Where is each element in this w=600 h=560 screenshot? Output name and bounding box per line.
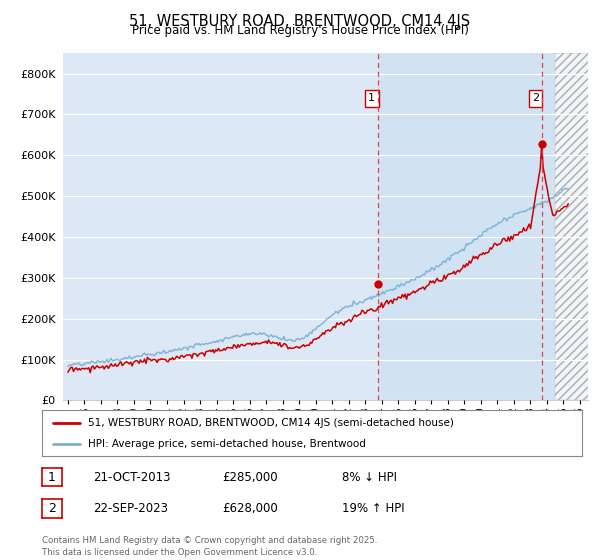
Text: £628,000: £628,000 xyxy=(222,502,278,515)
Text: Price paid vs. HM Land Registry's House Price Index (HPI): Price paid vs. HM Land Registry's House … xyxy=(131,24,469,37)
Bar xyxy=(379,53,555,400)
Text: 2: 2 xyxy=(48,502,56,515)
Text: 1: 1 xyxy=(48,470,56,484)
Text: 21-OCT-2013: 21-OCT-2013 xyxy=(93,470,170,484)
Text: 51, WESTBURY ROAD, BRENTWOOD, CM14 4JS (semi-detached house): 51, WESTBURY ROAD, BRENTWOOD, CM14 4JS (… xyxy=(88,418,454,428)
Text: 1: 1 xyxy=(368,94,375,104)
Text: 22-SEP-2023: 22-SEP-2023 xyxy=(93,502,168,515)
Text: 51, WESTBURY ROAD, BRENTWOOD, CM14 4JS: 51, WESTBURY ROAD, BRENTWOOD, CM14 4JS xyxy=(130,14,470,29)
Bar xyxy=(555,53,600,400)
Text: Contains HM Land Registry data © Crown copyright and database right 2025.
This d: Contains HM Land Registry data © Crown c… xyxy=(42,536,377,557)
Text: 8% ↓ HPI: 8% ↓ HPI xyxy=(342,470,397,484)
Text: £285,000: £285,000 xyxy=(222,470,278,484)
Text: 2: 2 xyxy=(532,94,539,104)
Bar xyxy=(555,53,600,400)
Text: 19% ↑ HPI: 19% ↑ HPI xyxy=(342,502,404,515)
Text: HPI: Average price, semi-detached house, Brentwood: HPI: Average price, semi-detached house,… xyxy=(88,439,366,449)
